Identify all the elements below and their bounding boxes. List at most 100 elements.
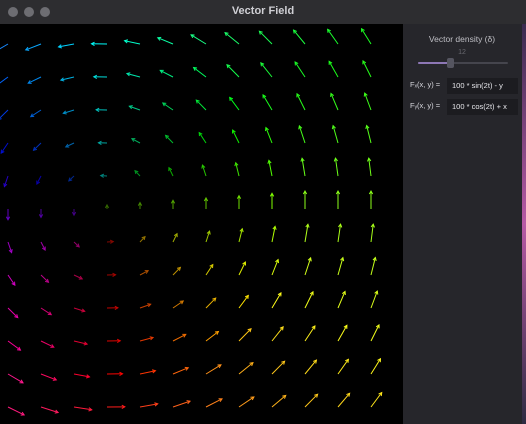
vector-arrow xyxy=(231,129,240,144)
vector-shaft xyxy=(126,73,141,78)
fy-input[interactable]: 100 * cos(2t) + x xyxy=(447,99,518,115)
vector-arrow xyxy=(205,330,220,342)
vector-head xyxy=(151,369,157,374)
vector-head xyxy=(99,173,105,178)
vector-shaft xyxy=(168,167,174,177)
vector-shaft xyxy=(271,259,279,276)
vector-head xyxy=(341,290,346,295)
vector-shaft xyxy=(172,333,187,342)
vector-arrow xyxy=(326,28,339,45)
vector-shaft xyxy=(68,175,75,182)
vector-head xyxy=(201,164,206,169)
vector-arrow xyxy=(40,307,53,316)
vector-shaft xyxy=(238,362,254,375)
vector-arrow xyxy=(106,272,117,277)
vector-arrow xyxy=(172,333,187,342)
vector-head xyxy=(71,211,77,217)
vector-arrow xyxy=(170,199,176,209)
vector-head xyxy=(195,99,200,104)
vector-shaft xyxy=(134,170,141,177)
vector-field-canvas[interactable] xyxy=(0,24,403,424)
vector-arrow xyxy=(40,373,58,381)
vector-head xyxy=(247,328,252,333)
vector-head xyxy=(41,246,46,251)
vector-head xyxy=(258,30,263,35)
vector-head xyxy=(88,407,93,412)
vector-shaft xyxy=(366,125,372,144)
vector-shaft xyxy=(159,69,174,78)
vector-arrow xyxy=(203,196,209,209)
vector-head xyxy=(5,216,11,221)
close-button[interactable] xyxy=(8,7,18,17)
minimize-button[interactable] xyxy=(24,7,34,17)
vector-shaft xyxy=(0,76,9,84)
vector-head xyxy=(365,124,370,130)
vector-head xyxy=(19,379,24,384)
vector-arrow xyxy=(125,72,141,78)
vector-arrow xyxy=(260,62,273,78)
vector-head xyxy=(367,157,372,162)
vector-head xyxy=(277,291,282,297)
vector-head xyxy=(328,60,333,65)
vector-shaft xyxy=(0,109,9,119)
title-bar: Vector Field xyxy=(0,0,526,25)
vector-shaft xyxy=(370,224,374,243)
vector-shaft xyxy=(73,340,88,345)
vector-shaft xyxy=(238,328,252,342)
vector-arrow xyxy=(95,107,108,112)
vector-head xyxy=(130,138,136,142)
vector-head xyxy=(307,256,312,262)
vector-head xyxy=(92,74,98,79)
vector-arrow xyxy=(271,394,287,408)
vector-shaft xyxy=(304,224,309,243)
vector-head xyxy=(375,323,380,329)
vector-shaft xyxy=(298,125,306,144)
vector-head xyxy=(64,143,70,148)
vector-head xyxy=(8,249,13,254)
vector-head xyxy=(20,411,26,416)
vector-arrow xyxy=(139,303,152,309)
vector-arrow xyxy=(7,406,26,416)
vector-shaft xyxy=(60,76,75,81)
vector-shaft xyxy=(238,228,243,243)
vector-arrow xyxy=(335,189,341,209)
vector-arrow xyxy=(368,189,374,209)
vector-head xyxy=(275,258,280,264)
vector-shaft xyxy=(172,367,189,375)
vector-shaft xyxy=(205,264,214,276)
vector-head xyxy=(300,157,305,162)
vector-head xyxy=(217,364,222,369)
vector-arrow xyxy=(362,59,372,78)
vector-shaft xyxy=(304,291,314,309)
vector-head xyxy=(362,59,367,65)
vector-shaft xyxy=(73,307,85,312)
vector-arrow xyxy=(161,102,174,111)
window-title: Vector Field xyxy=(231,5,295,17)
vector-head xyxy=(340,256,345,262)
vector-head xyxy=(170,199,176,204)
vector-arrow xyxy=(370,391,383,408)
vector-arrow xyxy=(337,358,350,375)
vector-shaft xyxy=(224,32,240,45)
vector-head xyxy=(212,297,217,302)
density-slider[interactable] xyxy=(418,58,508,68)
vector-shaft xyxy=(40,340,55,348)
vector-shaft xyxy=(139,370,156,375)
vector-head xyxy=(38,214,44,219)
vector-arrow xyxy=(137,201,143,209)
vector-arrow xyxy=(134,169,141,177)
vector-arrow xyxy=(159,69,174,78)
vector-shaft xyxy=(330,93,339,111)
vector-head xyxy=(176,266,182,271)
maximize-button[interactable] xyxy=(40,7,50,17)
fx-row: Fₓ(x, y) = 100 * sin(2t) - y xyxy=(410,78,518,94)
vector-arrow xyxy=(3,175,9,188)
vector-arrow xyxy=(300,157,306,177)
vector-head xyxy=(44,278,50,283)
vector-head xyxy=(164,134,170,139)
vector-arrow xyxy=(205,230,211,243)
vector-shaft xyxy=(25,43,42,51)
fx-input[interactable]: 100 * sin(2t) - y xyxy=(447,78,518,94)
vector-head xyxy=(214,330,220,335)
density-slider-thumb[interactable] xyxy=(446,58,454,68)
